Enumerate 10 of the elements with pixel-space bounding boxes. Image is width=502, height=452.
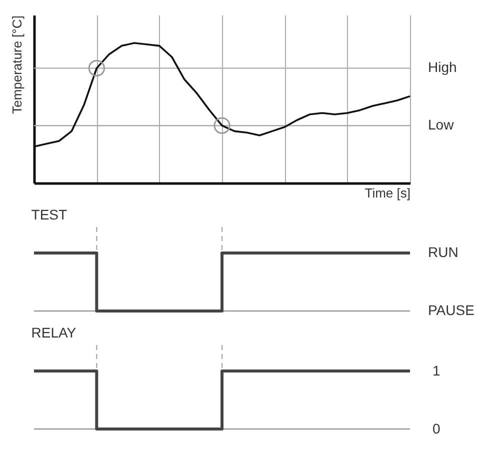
chart-title: TEST (31, 206, 68, 222)
y-axis-title: Temperature [°C] (10, 16, 24, 114)
chart-title: RELAY (31, 324, 77, 340)
text: RUN (428, 244, 458, 260)
ref-line-label: Low (428, 116, 455, 133)
y-tick-label: 1 (432, 362, 440, 378)
y-tick-label: 0 (432, 420, 440, 436)
text: PAUSE (428, 302, 474, 318)
x-axis-title: Time [s] (364, 186, 410, 200)
ref-line-label: High (428, 59, 457, 76)
